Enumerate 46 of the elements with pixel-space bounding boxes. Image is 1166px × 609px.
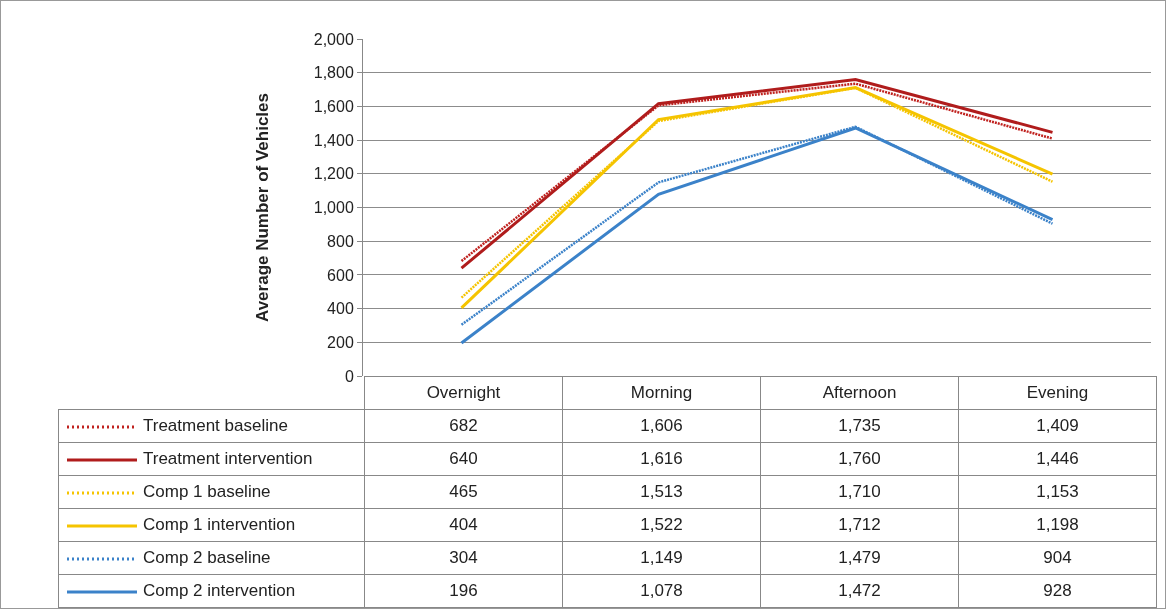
y-tick-label: 800 [327,232,354,250]
y-tick-label: 200 [327,333,354,351]
legend-label: Treatment baseline [58,409,365,443]
data-label: 1,153 [958,475,1157,509]
data-label: 1,710 [760,475,959,509]
data-label: 1,522 [562,508,761,542]
y-tick-label: 600 [327,266,354,284]
data-label: 1,149 [562,541,761,575]
data-label: 1,078 [562,574,761,608]
data-label: 1,735 [760,409,959,443]
data-label: 304 [364,541,563,575]
y-tick-label: 1,400 [313,131,354,149]
data-label: 1,513 [562,475,761,509]
legend-label: Comp 1 intervention [58,508,365,542]
data-label: 1,446 [958,442,1157,476]
data-label: 682 [364,409,563,443]
data-label: 404 [364,508,563,542]
data-label: 640 [364,442,563,476]
data-label: 1,616 [562,442,761,476]
legend-label: Comp 2 baseline [58,541,365,575]
data-label: 1,712 [760,508,959,542]
y-tick-label: 1,200 [313,165,354,183]
data-label: 1,760 [760,442,959,476]
x-tick-label: Morning [562,376,761,410]
data-label: 1,409 [958,409,1157,443]
data-label: 1,606 [562,409,761,443]
x-tick-label: Overnight [364,376,563,410]
data-label: 928 [958,574,1157,608]
data-label: 904 [958,541,1157,575]
data-label: 196 [364,574,563,608]
y-tick-label: 1,600 [313,98,354,115]
legend-label: Comp 1 baseline [58,475,365,509]
y-axis-title: Average Number of Vehicles [253,93,273,322]
x-tick-label: Afternoon [760,376,959,410]
y-tick-label: 1,800 [313,64,354,82]
x-tick-label: Evening [958,376,1157,410]
data-label: 1,198 [958,508,1157,542]
legend-label: Treatment intervention [58,442,365,476]
legend-label: Comp 2 intervention [58,574,365,608]
y-tick-label: 2,000 [313,30,354,48]
data-label: 1,472 [760,574,959,608]
y-tick-label: 400 [327,300,354,318]
data-label: 465 [364,475,563,509]
data-label: 1,479 [760,541,959,575]
y-tick-label: 1,000 [313,199,354,217]
y-tick-label: 0 [344,367,354,385]
